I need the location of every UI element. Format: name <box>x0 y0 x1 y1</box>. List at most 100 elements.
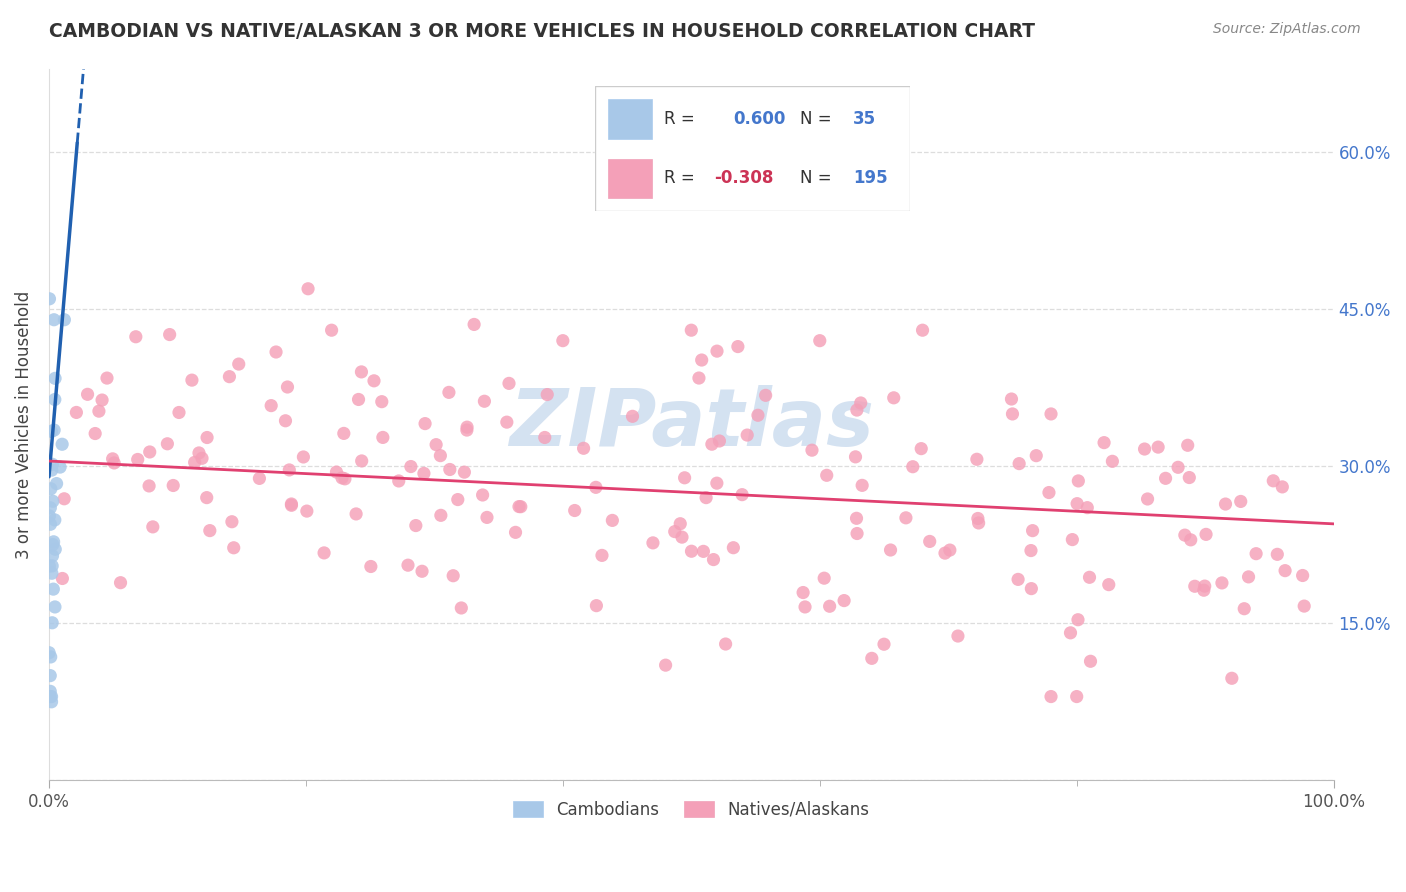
Text: CAMBODIAN VS NATIVE/ALASKAN 3 OR MORE VEHICLES IN HOUSEHOLD CORRELATION CHART: CAMBODIAN VS NATIVE/ALASKAN 3 OR MORE VE… <box>49 22 1035 41</box>
Point <box>1233 601 1256 615</box>
Point <box>41 558 63 573</box>
Point <box>1237 570 1260 584</box>
Point <box>695 491 717 505</box>
Point <box>1000 392 1022 406</box>
Point <box>706 344 728 359</box>
Point <box>883 391 905 405</box>
Point <box>901 459 924 474</box>
Point <box>39 668 62 682</box>
Point <box>815 468 838 483</box>
Point <box>1101 454 1123 468</box>
Point <box>1229 494 1251 508</box>
Point <box>41 690 63 704</box>
Point <box>690 353 713 368</box>
Point <box>706 476 728 491</box>
Point <box>681 544 703 558</box>
Point <box>911 323 934 337</box>
Point <box>280 497 302 511</box>
Point <box>832 593 855 607</box>
Point <box>1154 471 1177 485</box>
Point <box>429 449 451 463</box>
Point <box>195 491 218 505</box>
Point <box>87 404 110 418</box>
Point <box>894 511 917 525</box>
Point <box>39 482 62 496</box>
Point <box>228 357 250 371</box>
Point <box>966 452 988 467</box>
Point <box>1007 573 1029 587</box>
Point <box>41 566 63 581</box>
Point <box>1025 449 1047 463</box>
Point <box>471 488 494 502</box>
Point <box>1059 625 1081 640</box>
Point <box>191 451 214 466</box>
Point <box>127 452 149 467</box>
Point <box>735 428 758 442</box>
Point <box>44 371 66 385</box>
Point <box>1076 500 1098 515</box>
Point <box>681 323 703 337</box>
Point <box>505 525 527 540</box>
Point <box>1294 599 1316 613</box>
Point <box>103 456 125 470</box>
Point <box>405 518 427 533</box>
Point <box>41 463 63 477</box>
Point <box>110 575 132 590</box>
Point <box>278 463 301 477</box>
Point <box>413 417 436 431</box>
Point <box>1274 564 1296 578</box>
Point <box>138 479 160 493</box>
Point <box>51 572 73 586</box>
Point <box>330 471 353 485</box>
Point <box>1062 533 1084 547</box>
Point <box>138 445 160 459</box>
Point <box>101 451 124 466</box>
Point <box>53 491 76 506</box>
Point <box>498 376 520 391</box>
Point <box>846 526 869 541</box>
Point <box>1092 435 1115 450</box>
Point <box>388 474 411 488</box>
Point <box>591 549 613 563</box>
Point <box>844 450 866 464</box>
Point <box>1220 671 1243 685</box>
Point <box>439 462 461 476</box>
Point <box>437 385 460 400</box>
Point <box>946 629 969 643</box>
Point <box>509 500 531 514</box>
Point <box>1008 457 1031 471</box>
Point <box>1184 579 1206 593</box>
Point <box>371 430 394 444</box>
Point <box>692 544 714 558</box>
Point <box>450 601 472 615</box>
Point <box>333 472 356 486</box>
Point <box>447 492 470 507</box>
Point <box>755 388 778 402</box>
Point <box>851 478 873 492</box>
Point <box>536 387 558 401</box>
Point <box>38 646 60 660</box>
Point <box>42 582 65 596</box>
Point <box>84 426 107 441</box>
Point <box>1192 583 1215 598</box>
Point <box>918 534 941 549</box>
Point <box>42 534 65 549</box>
Point <box>495 415 517 429</box>
Point <box>1174 528 1197 542</box>
Point <box>264 345 287 359</box>
Point <box>1215 497 1237 511</box>
Point <box>65 405 87 419</box>
Point <box>572 442 595 456</box>
Point <box>533 430 555 444</box>
Point <box>96 371 118 385</box>
Point <box>934 546 956 560</box>
Point <box>295 504 318 518</box>
Point <box>276 380 298 394</box>
Point <box>1078 570 1101 584</box>
Text: Source: ZipAtlas.com: Source: ZipAtlas.com <box>1213 22 1361 37</box>
Point <box>350 365 373 379</box>
Point <box>673 471 696 485</box>
Text: ZIPatlas: ZIPatlas <box>509 385 873 464</box>
Point <box>38 559 60 574</box>
Point <box>91 392 114 407</box>
